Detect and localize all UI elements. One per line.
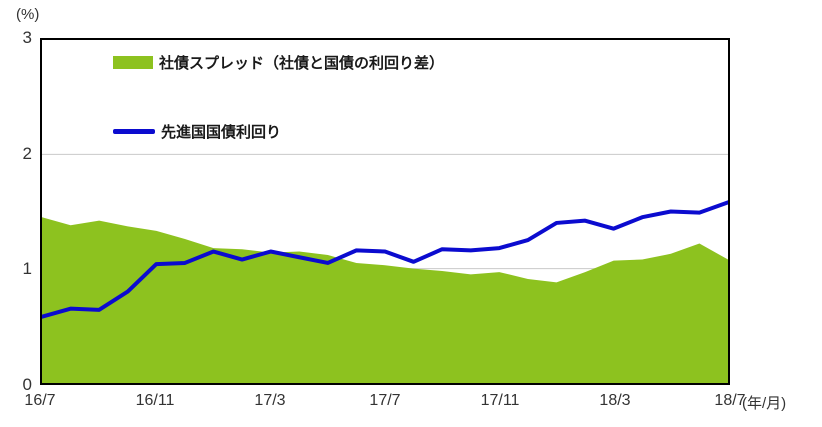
y-tick-label: 0 — [22, 375, 32, 394]
y-tick-label: 3 — [22, 28, 32, 47]
legend: 社債スプレッド（社債と国債の利回り差） 先進国国債利回り — [113, 52, 444, 190]
x-tick-label: 18/3 — [599, 392, 631, 409]
legend-line-swatch — [113, 129, 155, 134]
legend-item-yield: 先進国国債利回り — [113, 121, 444, 142]
area-series-spread — [42, 217, 728, 383]
legend-label-yield: 先進国国債利回り — [161, 124, 282, 141]
chart-svg — [42, 153, 728, 383]
y-tick-label: 1 — [22, 259, 32, 279]
x-tick-label: 16/7 — [24, 392, 56, 409]
legend-area-swatch — [113, 56, 153, 69]
x-tick-label: 16/11 — [135, 392, 175, 409]
legend-label-spread: 社債スプレッド（社債と国債の利回り差） — [159, 55, 445, 72]
x-axis-unit-label: (年/月) — [742, 395, 787, 412]
x-tick-label: 18/7 — [714, 392, 746, 409]
y-axis-unit-label: (%) — [16, 6, 40, 23]
x-tick-label: 17/11 — [480, 392, 520, 409]
legend-item-spread: 社債スプレッド（社債と国債の利回り差） — [113, 52, 444, 73]
y-tick-label: 2 — [22, 143, 32, 163]
x-tick-label: 17/7 — [369, 392, 401, 409]
line-series-yield — [42, 200, 728, 319]
plot-area — [40, 38, 730, 385]
x-tick-label: 17/3 — [254, 392, 286, 409]
